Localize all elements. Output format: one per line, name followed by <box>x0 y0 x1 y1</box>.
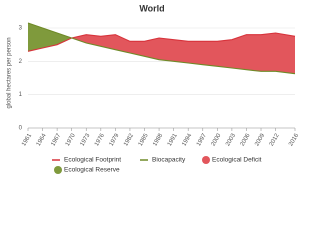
x-tick-label: 1994 <box>181 132 193 147</box>
y-tick-label: 0 <box>19 126 23 132</box>
y-axis-label: global hectares per person <box>7 37 13 108</box>
x-tick-label: 1988 <box>152 132 164 147</box>
x-tick-label: 1967 <box>50 132 62 147</box>
chart: World global hectares per person 0 1 2 3 196… <box>7 3 300 174</box>
deficit-area <box>28 33 295 74</box>
x-tick-label: 1970 <box>65 132 77 147</box>
chart-title: World <box>139 3 164 13</box>
x-tick-label: 1973 <box>79 132 91 147</box>
x-tick-label: 2006 <box>240 132 252 147</box>
series-line <box>27 22 296 75</box>
x-tick-label: 2009 <box>254 132 266 147</box>
x-tick-label: 2012 <box>269 132 281 147</box>
x-tick-label: 1979 <box>109 132 121 147</box>
x-tick-label: 1982 <box>123 132 135 147</box>
legend-label: Ecological Reserve <box>64 167 120 174</box>
y-tick-label: 1 <box>19 92 23 98</box>
x-tick-label: 2016 <box>288 132 300 147</box>
legend-label: Biocapacity <box>152 157 186 164</box>
x-tick-label: 1976 <box>94 132 106 147</box>
legend-label: Ecological Deficit <box>212 157 262 164</box>
y-tick-label: 2 <box>19 59 23 65</box>
legend-swatch <box>202 156 210 164</box>
y-tick-label: 3 <box>19 26 23 32</box>
legend-label: Ecological Footprint <box>64 157 121 164</box>
x-tick-label: 2000 <box>211 132 223 147</box>
x-tick-label: 2003 <box>225 132 237 147</box>
x-tick-label: 1991 <box>167 132 179 147</box>
x-tick-label: 1964 <box>36 132 48 147</box>
x-tick-label: 1961 <box>21 132 33 147</box>
x-tick-label: 1985 <box>138 132 150 147</box>
x-tick-label: 1997 <box>196 132 208 147</box>
legend-swatch <box>54 166 62 174</box>
